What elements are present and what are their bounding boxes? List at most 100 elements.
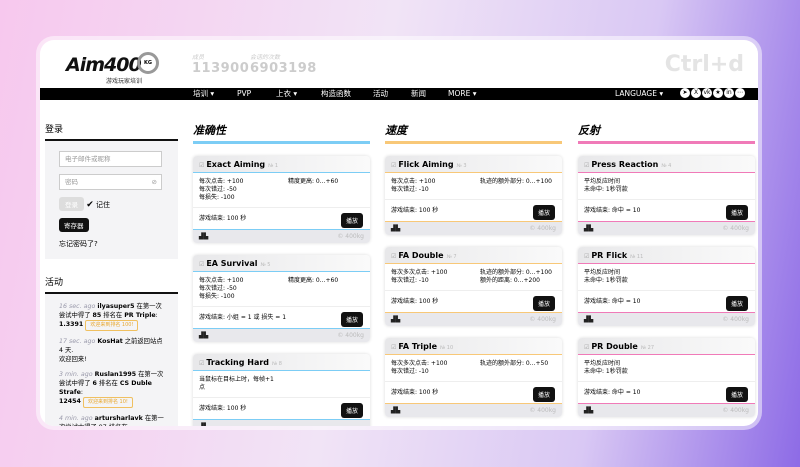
checkbox-icon[interactable]: ☑ [391,162,397,169]
logo[interactable]: Aim400 [66,54,142,76]
game-end-text: 游戏结束: 小姐 = 1 或 损失 = 1 [199,314,287,321]
activity-feed: 16 sec. ago ilyasuper5 在第一次尝试中得了 85 排名在 … [45,294,178,426]
checkbox-icon[interactable]: ☑ [199,162,205,169]
game-card[interactable]: ☑ Exact Aiming № 1 每次点击: +100 每次错过: -50 每损失:… [193,156,370,243]
password-input[interactable]: 密码 ⊘ [59,174,162,190]
star-icon[interactable]: ★ [713,88,723,98]
play-button[interactable]: 播放 [532,205,555,220]
rule-text: 每次点击: +100 [199,178,244,185]
rule-text: 平均反应时间 [584,178,621,185]
rule-text: 每次多次点击: +100 [391,269,448,276]
play-button[interactable]: 播放 [340,312,363,327]
forgot-password-link[interactable]: 忘记密码了? [59,240,98,248]
game-card[interactable]: ☑ Flick Aiming № 3 每次点击: +100 每次错过: -10 轨迹的额… [385,156,562,235]
weight-icon: ▟▙ [199,420,208,426]
nav-item[interactable]: 新闻 [411,89,426,98]
nav-item[interactable]: 培训 ▾ [193,89,215,98]
game-end-text: 游戏结束: 100 秒 [391,389,439,396]
game-end-text: 游戏结束: 100 秒 [199,215,247,222]
rank-badge: 欢迎来到排名 10! [82,397,133,408]
nav-item[interactable]: PVP [237,89,252,98]
game-card[interactable]: ☑ PR Double № 27 平均反应时间 未命中: 1秒罚款 游戏结束: 命中 =… [578,338,755,417]
game-title[interactable]: Flick Aiming [398,160,454,169]
user-link[interactable]: Ruslan1995 [94,371,137,378]
nav-item[interactable]: MORE ▾ [448,89,477,98]
login-button[interactable]: 登录 [59,197,84,211]
game-link[interactable]: CS Duble Strafe [59,380,152,396]
rule-text: 每次点击: +100 [199,277,244,284]
game-card[interactable]: ☑ FA Double № 7 每次多次点击: +100 每次错过: -10 轨迹的额外… [385,247,562,326]
stat-sessions: 会话的次数 6903198 [250,54,317,76]
game-end-text: 游戏结束: 命中 = 10 [584,389,641,396]
checkbox-icon[interactable]: ☑ [391,253,397,260]
play-button[interactable]: 播放 [340,403,363,418]
game-title[interactable]: Tracking Hard [206,358,270,367]
login-title: 登录 [45,122,178,141]
game-card[interactable]: ☑ Press Reaction № 4 平均反应时间 未命中: 1秒罚款 游戏结束: … [578,156,755,235]
nav-item[interactable]: 上衣 ▾ [276,89,298,98]
logo-crosshair-icon: KG [137,52,159,74]
register-button[interactable]: 寄存器 [59,218,89,232]
rule-text: 每次错过: -50 [199,285,237,292]
game-card[interactable]: ☑ PR Flick № 11 平均反应时间 未命中: 1秒罚款 游戏结束: 命中 = … [578,247,755,326]
user-link[interactable]: KosHat [97,338,123,345]
play-button[interactable]: 播放 [532,387,555,402]
play-button[interactable]: 播放 [725,387,748,402]
user-link[interactable]: artursharlavk [94,415,143,422]
activity-item: 4 min. ago artursharlavk 在第一次尝试中得了 97 排名… [59,415,164,426]
x-icon[interactable]: X [691,88,701,98]
category-column: 准确性 ☑ Exact Aiming № 1 每次点击: +100 每次错过: -50 每… [193,122,370,426]
game-title[interactable]: EA Survival [206,259,258,268]
game-title[interactable]: FA Triple [398,342,437,351]
checkbox-icon[interactable]: ☑ [199,360,205,367]
game-title[interactable]: PR Double [591,342,638,351]
user-link[interactable]: ilyasuper5 [97,303,135,310]
checkbox-icon[interactable]: ☑ [584,162,590,169]
rule-text: 每损失: -100 [199,293,235,300]
game-card[interactable]: ☑ EA Survival № 5 每次点击: +100 每次错过: -50 每损失: … [193,255,370,342]
language-menu[interactable]: LANGUAGE ▾ [615,89,664,98]
game-card[interactable]: ☑ Tracking Hard № 8 当鼠标在目标上时，每帧+1 点游戏结束: 10… [193,354,370,426]
weight-text: © 400kg [722,316,749,323]
bonus-text: 精度更高: 0...+60 [288,277,339,284]
telegram-icon[interactable]: ➤ [680,88,690,98]
game-link[interactable]: PR Triple [124,312,156,319]
play-button[interactable]: 播放 [532,296,555,311]
game-title[interactable]: Exact Aiming [206,160,266,169]
game-card[interactable]: ☑ FA Triple № 10 每次多次点击: +100 每次错过: -10 轨迹的额… [385,338,562,417]
bonus-text: 轨迹的额外部分: 0...+100 [480,269,552,276]
play-button[interactable]: 播放 [725,296,748,311]
game-title[interactable]: FA Double [398,251,444,260]
email-input[interactable]: 电子邮件或昵称 [59,151,162,167]
bonus-text: 轨迹的额外部分: 0...+100 [480,178,552,185]
header: Aim400 KG 游戏玩家培训 成员 113900 会话的次数 6903198 C… [40,40,758,88]
weight-icon: ▟▙ [584,316,594,323]
nav-item[interactable]: 构造函数 [321,89,351,98]
game-title[interactable]: Press Reaction [591,160,659,169]
bonus-text: 额外的距离: 0...+200 [480,277,540,284]
checkbox-icon[interactable]: ☑ [584,253,590,260]
weight-icon: ▟▙ [584,407,594,414]
nav-item[interactable]: 活动 [373,89,388,98]
logo-subtitle: 游戏玩家培训 [106,78,143,85]
weight-text: © 400kg [529,225,556,232]
vk-icon[interactable]: vk [702,88,712,98]
linkedin-icon[interactable]: in [724,88,734,98]
category-column: 速度 ☑ Flick Aiming № 3 每次点击: +100 每次错过: -10 轨迹… [385,122,562,417]
login-form: 电子邮件或昵称 密码 ⊘ 登录 ✔ 记住 寄存器 忘记密码了? [45,141,178,259]
rule-text: 未命中: 1秒罚款 [584,277,628,284]
checkbox-icon[interactable]: ☑ [391,344,397,351]
rule-text: 未命中: 1秒罚款 [584,186,628,193]
play-button[interactable]: 播放 [340,213,363,228]
game-title[interactable]: PR Flick [591,251,628,260]
checkbox-icon[interactable]: ☑ [584,344,590,351]
category-title: 速度 [385,122,562,144]
remember-checkbox[interactable]: ✔ [86,200,94,210]
game-end-text: 游戏结束: 100 秒 [391,298,439,305]
play-button[interactable]: 播放 [725,205,748,220]
checkbox-icon[interactable]: ☑ [199,261,205,268]
rule-text: 每损失: -100 [199,194,235,201]
eye-off-icon[interactable]: ⊘ [151,178,157,186]
more-icon[interactable]: ⋯ [735,88,745,98]
